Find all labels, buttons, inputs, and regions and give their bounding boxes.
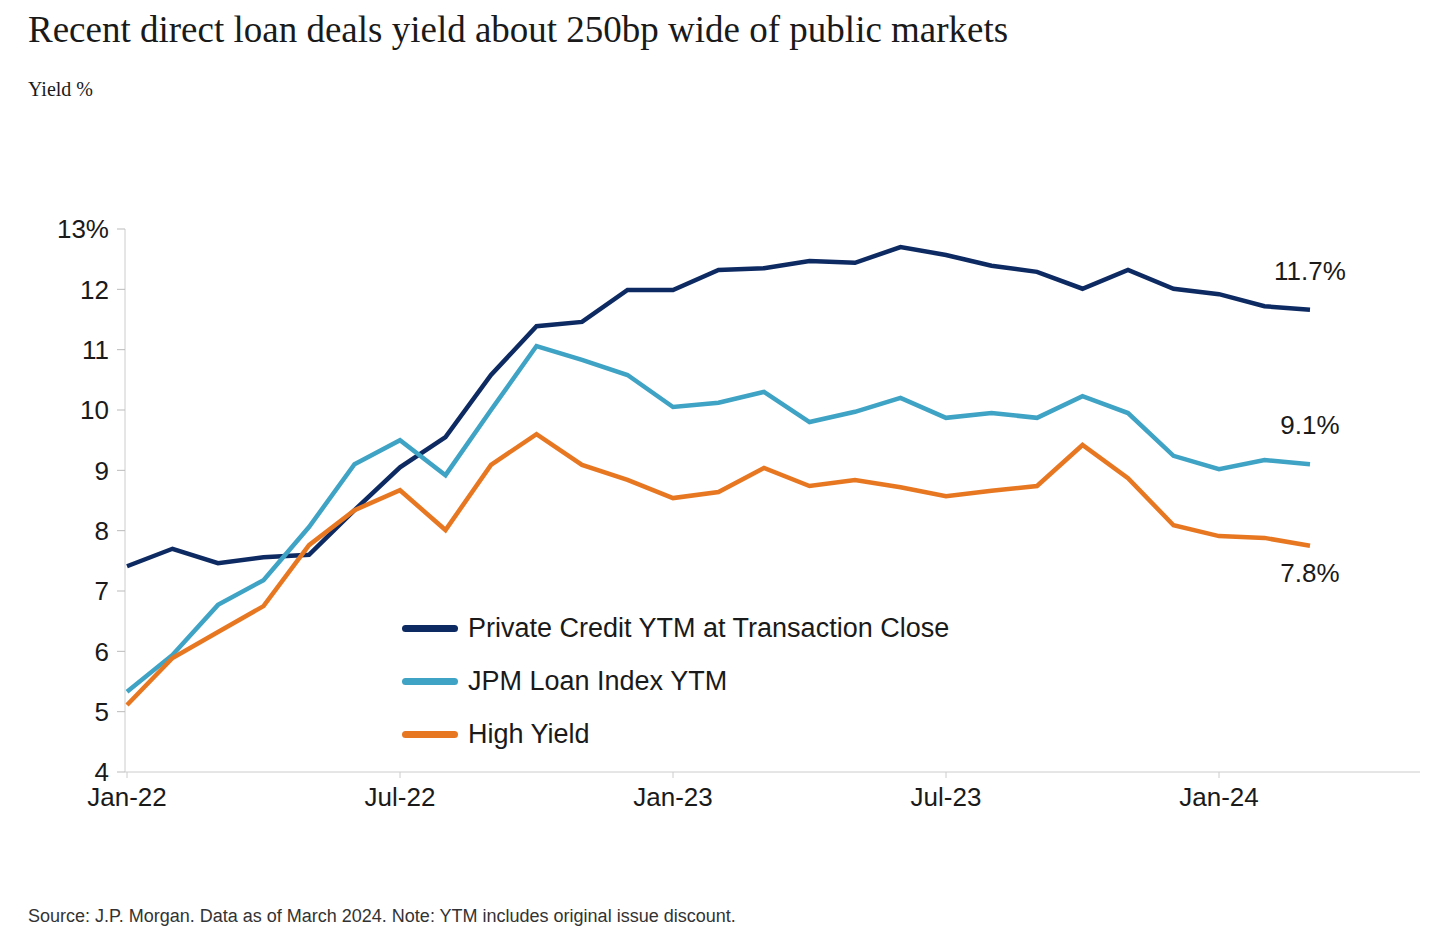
svg-text:9.1%: 9.1% xyxy=(1280,410,1339,440)
svg-text:13%: 13% xyxy=(57,214,109,244)
svg-text:9: 9 xyxy=(95,456,109,486)
html-text:Recent direct loan deals yield: Recent direct loan deals yield about 250… xyxy=(28,9,1009,50)
svg-text:6: 6 xyxy=(95,637,109,667)
svg-text:Jan-22: Jan-22 xyxy=(87,782,167,813)
svg-text:12: 12 xyxy=(80,275,109,305)
svg-text:7: 7 xyxy=(95,576,109,606)
svg-text:10: 10 xyxy=(80,395,109,425)
html-text:Yield %: Yield % xyxy=(28,78,93,100)
svg-text:Jan-23: Jan-23 xyxy=(633,782,713,812)
svg-text:Jan-24: Jan-24 xyxy=(1179,782,1259,812)
svg-text:4: 4 xyxy=(95,757,109,787)
html-text:High Yield: High Yield xyxy=(468,719,590,749)
svg-text:11.7%: 11.7% xyxy=(1274,256,1346,286)
svg-text:Jul-22: Jul-22 xyxy=(365,782,436,812)
html-text:Private Credit YTM at Transact: Private Credit YTM at Transaction Close xyxy=(468,613,950,643)
svg-text:11: 11 xyxy=(82,335,109,365)
html-text:JPM Loan Index YTM: JPM Loan Index YTM xyxy=(468,666,728,696)
svg-text:7.8%: 7.8% xyxy=(1280,558,1339,588)
svg-text:8: 8 xyxy=(95,516,109,546)
svg-text:5: 5 xyxy=(95,697,109,727)
html-text:Source: J.P. Morgan. Data as o: Source: J.P. Morgan. Data as of March 20… xyxy=(28,906,736,926)
svg-text:Jul-23: Jul-23 xyxy=(911,782,982,812)
